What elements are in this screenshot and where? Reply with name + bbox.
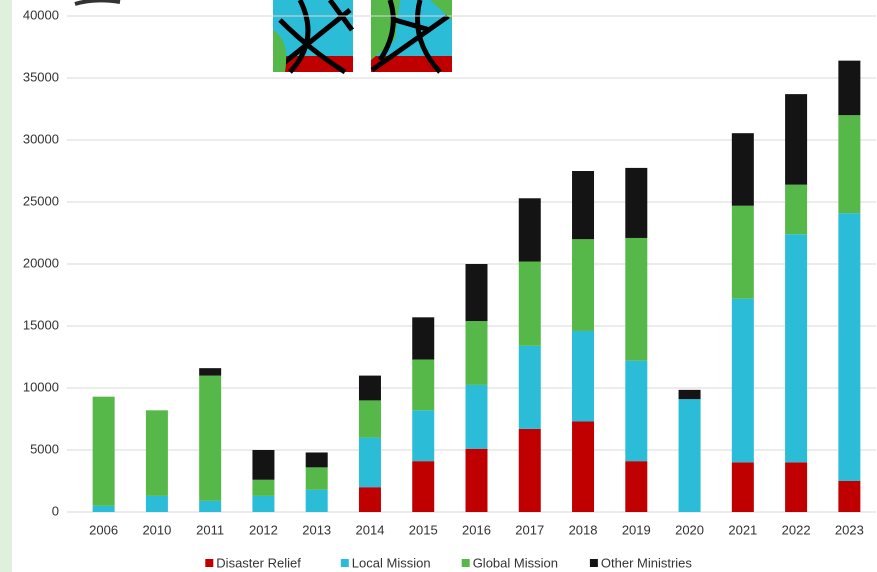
y-tick-label: 15000: [23, 317, 59, 332]
legend-label: Other Ministries: [601, 555, 693, 570]
x-tick-label: 2018: [569, 522, 598, 537]
bar-segment: [838, 213, 861, 481]
x-tick-label: 2019: [622, 522, 651, 537]
bar-segment: [625, 360, 648, 462]
y-tick-label: 35000: [23, 69, 59, 84]
legend-label: Global Mission: [473, 555, 558, 570]
bar-segment: [199, 500, 222, 512]
x-tick-label: 2020: [675, 522, 704, 537]
bar-segment: [572, 330, 595, 422]
x-tick-label: 2012: [249, 522, 278, 537]
bar-segment: [731, 205, 754, 299]
bar-segment: [465, 448, 488, 512]
bar-segment: [358, 375, 381, 401]
bar-segment: [731, 298, 754, 463]
side-strip: [0, 0, 12, 572]
bar-segment: [412, 461, 435, 512]
decor-image-right: [370, 0, 452, 74]
bar-segment: [518, 428, 541, 512]
bar-segment: [358, 487, 381, 512]
y-tick-label: 25000: [23, 193, 59, 208]
bar-segment: [785, 462, 808, 512]
bar-segment: [358, 437, 381, 488]
x-tick-label: 2014: [356, 522, 385, 537]
x-tick-label: 2016: [462, 522, 491, 537]
bar-segment: [572, 239, 595, 331]
bar-segment: [838, 115, 861, 214]
bar-segment: [785, 234, 808, 463]
bar-segment: [678, 389, 701, 400]
y-tick-label: 5000: [30, 441, 59, 456]
legend-swatch: [589, 559, 598, 567]
bar-segment: [518, 261, 541, 346]
legend-label: Disaster Relief: [216, 555, 301, 570]
y-tick-label: 30000: [23, 131, 59, 146]
bar-segment: [678, 399, 701, 512]
bar-segment: [518, 345, 541, 429]
bar-segment: [731, 462, 754, 512]
x-tick-label: 2022: [782, 522, 811, 537]
bar-segment: [572, 421, 595, 512]
bar-segment: [305, 452, 328, 468]
bar-segment: [412, 359, 435, 411]
bar-segment: [465, 264, 488, 322]
decor-curve: [74, 0, 121, 6]
legend-swatch: [461, 559, 470, 567]
bar-segment: [145, 410, 168, 496]
legend-swatch: [205, 559, 214, 567]
y-tick-label: 40000: [23, 7, 59, 22]
x-tick-label: 2021: [728, 522, 757, 537]
x-tick-label: 2017: [515, 522, 544, 537]
decor-image-left: [273, 0, 355, 75]
bar-segment: [199, 375, 222, 501]
bar-segment: [838, 481, 861, 512]
x-tick-label: 2023: [835, 522, 864, 537]
bar-segment: [625, 461, 648, 512]
bar-segment: [252, 479, 275, 496]
bar-segment: [838, 60, 861, 116]
bar-segment: [412, 317, 435, 360]
bar-segment: [785, 184, 808, 235]
bar-segment: [731, 133, 754, 206]
bar-segment: [785, 94, 808, 185]
x-tick-label: 2015: [409, 522, 438, 537]
bar-segment: [465, 321, 488, 385]
x-tick-label: 2006: [89, 522, 118, 537]
bar-segment: [92, 396, 115, 506]
legend-swatch: [340, 559, 349, 567]
bar-segment: [305, 467, 328, 490]
y-tick-label: 0: [52, 503, 59, 518]
bar-segment: [465, 384, 488, 449]
bar-segment: [412, 410, 435, 462]
bar-segment: [199, 368, 222, 376]
bar-segment: [92, 505, 115, 512]
y-tick-label: 10000: [23, 379, 59, 394]
y-tick-label: 20000: [23, 255, 59, 270]
x-tick-label: 2011: [196, 522, 224, 537]
bar-segment: [518, 198, 541, 262]
bar-segment: [145, 495, 168, 512]
bar-segment: [572, 171, 595, 240]
bar-segment: [252, 450, 275, 480]
bar-segment: [305, 489, 328, 512]
bar-segment: [625, 167, 648, 238]
x-tick-label: 2013: [302, 522, 331, 537]
bar-segment: [358, 400, 381, 438]
x-tick-label: 2010: [142, 522, 171, 537]
bar-segment: [252, 495, 275, 512]
bar-segment: [625, 237, 648, 361]
legend-label: Local Mission: [352, 555, 431, 570]
